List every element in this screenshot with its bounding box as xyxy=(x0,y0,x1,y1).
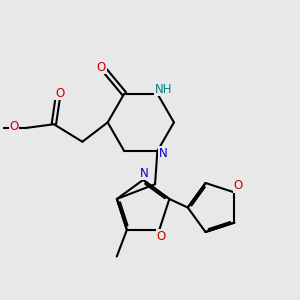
Text: O: O xyxy=(55,87,64,100)
Text: O: O xyxy=(233,179,243,192)
Text: NH: NH xyxy=(154,82,172,96)
Text: O: O xyxy=(97,61,106,74)
Text: N: N xyxy=(159,147,168,160)
Text: O: O xyxy=(157,230,166,243)
Text: O: O xyxy=(10,121,19,134)
Text: N: N xyxy=(140,167,148,179)
